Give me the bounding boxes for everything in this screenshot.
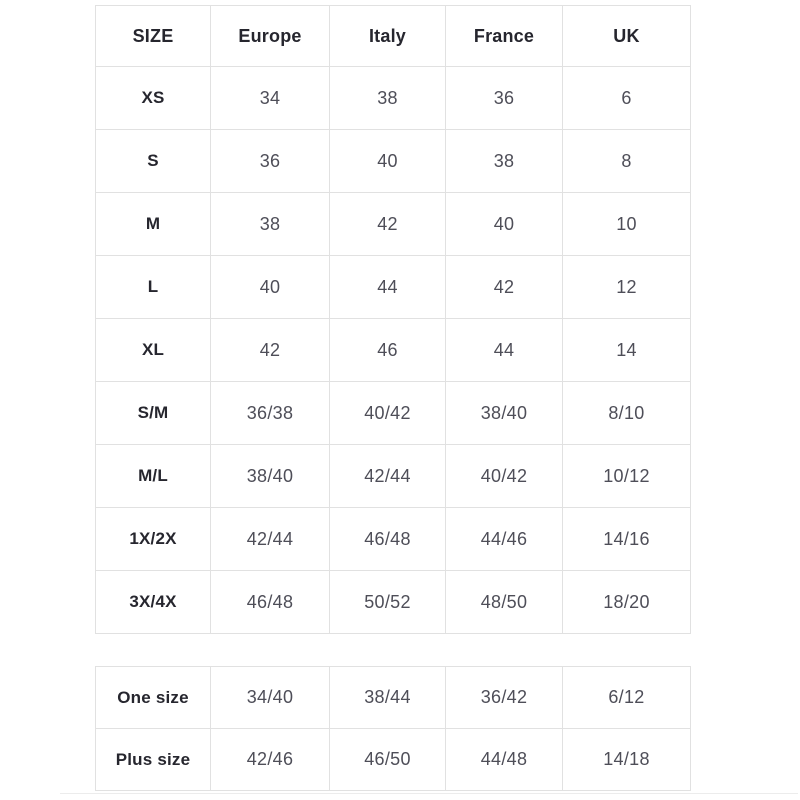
bottom-divider-line (60, 793, 798, 794)
table-row-1x2x: 1X/2X 42/44 46/48 44/46 14/16 (95, 507, 691, 571)
uk-value: 6 (562, 66, 691, 130)
france-value: 38/40 (445, 381, 563, 445)
uk-value: 14/16 (562, 507, 691, 571)
europe-value: 42/44 (210, 507, 330, 571)
table-row-ml: M/L 38/40 42/44 40/42 10/12 (95, 444, 691, 508)
italy-value: 38 (329, 66, 446, 130)
size-label: 3X/4X (95, 570, 211, 634)
table-row-s: S 36 40 38 8 (95, 129, 691, 193)
size-label: M (95, 192, 211, 256)
europe-value: 46/48 (210, 570, 330, 634)
uk-value: 8 (562, 129, 691, 193)
table-row-plus-size: Plus size 42/46 46/50 44/48 14/18 (95, 728, 691, 791)
uk-value: 12 (562, 255, 691, 319)
uk-value: 10 (562, 192, 691, 256)
size-label: Plus size (95, 728, 211, 791)
italy-value: 46 (329, 318, 446, 382)
europe-value: 34/40 (210, 666, 330, 729)
france-value: 40/42 (445, 444, 563, 508)
italy-value: 50/52 (329, 570, 446, 634)
italy-value: 40 (329, 129, 446, 193)
italy-value: 42/44 (329, 444, 446, 508)
italy-value: 38/44 (329, 666, 446, 729)
header-cell-uk: UK (562, 5, 691, 67)
france-value: 44 (445, 318, 563, 382)
table-row-l: L 40 44 42 12 (95, 255, 691, 319)
size-label: One size (95, 666, 211, 729)
special-sizes-table: One size 34/40 38/44 36/42 6/12 Plus siz… (95, 666, 691, 791)
italy-value: 46/48 (329, 507, 446, 571)
italy-value: 42 (329, 192, 446, 256)
europe-value: 40 (210, 255, 330, 319)
table-row-m: M 38 42 40 10 (95, 192, 691, 256)
table-row-xl: XL 42 46 44 14 (95, 318, 691, 382)
size-label: S/M (95, 381, 211, 445)
header-row: SIZE Europe Italy France UK (95, 5, 691, 67)
header-cell-italy: Italy (329, 5, 446, 67)
france-value: 44/48 (445, 728, 563, 791)
table-row-one-size: One size 34/40 38/44 36/42 6/12 (95, 666, 691, 729)
table-row-3x4x: 3X/4X 46/48 50/52 48/50 18/20 (95, 570, 691, 634)
uk-value: 18/20 (562, 570, 691, 634)
uk-value: 10/12 (562, 444, 691, 508)
header-cell-europe: Europe (210, 5, 330, 67)
uk-value: 6/12 (562, 666, 691, 729)
france-value: 42 (445, 255, 563, 319)
europe-value: 36 (210, 129, 330, 193)
europe-value: 34 (210, 66, 330, 130)
europe-value: 42/46 (210, 728, 330, 791)
europe-value: 38 (210, 192, 330, 256)
france-value: 44/46 (445, 507, 563, 571)
europe-value: 42 (210, 318, 330, 382)
italy-value: 44 (329, 255, 446, 319)
uk-value: 8/10 (562, 381, 691, 445)
uk-value: 14 (562, 318, 691, 382)
europe-value: 38/40 (210, 444, 330, 508)
table-row-sm: S/M 36/38 40/42 38/40 8/10 (95, 381, 691, 445)
france-value: 38 (445, 129, 563, 193)
header-cell-size: SIZE (95, 5, 211, 67)
france-value: 40 (445, 192, 563, 256)
france-value: 36 (445, 66, 563, 130)
size-label: M/L (95, 444, 211, 508)
size-label: 1X/2X (95, 507, 211, 571)
size-label: S (95, 129, 211, 193)
europe-value: 36/38 (210, 381, 330, 445)
france-value: 36/42 (445, 666, 563, 729)
header-cell-france: France (445, 5, 563, 67)
size-conversion-table: SIZE Europe Italy France UK XS 34 38 36 … (95, 5, 691, 634)
table-row-xs: XS 34 38 36 6 (95, 66, 691, 130)
italy-value: 40/42 (329, 381, 446, 445)
size-label: XS (95, 66, 211, 130)
italy-value: 46/50 (329, 728, 446, 791)
uk-value: 14/18 (562, 728, 691, 791)
size-label: XL (95, 318, 211, 382)
size-label: L (95, 255, 211, 319)
france-value: 48/50 (445, 570, 563, 634)
